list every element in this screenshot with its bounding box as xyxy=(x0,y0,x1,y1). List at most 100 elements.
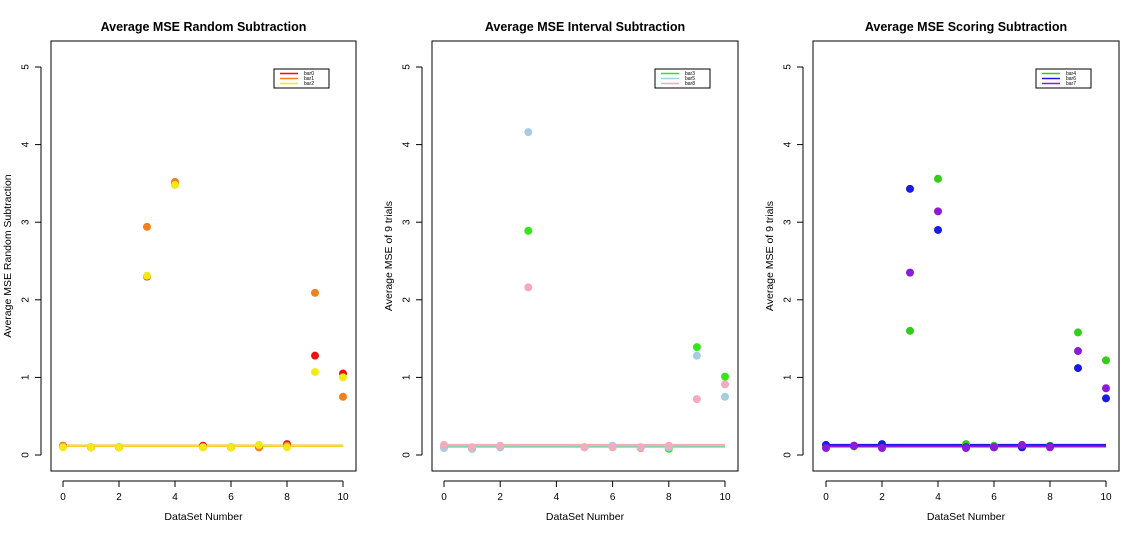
data-point-bar8 xyxy=(636,443,645,452)
data-point-bar7 xyxy=(962,444,970,453)
y-tick-label: 4 xyxy=(783,141,794,147)
data-point-bar8 xyxy=(468,443,477,452)
x-tick-label: 4 xyxy=(554,492,560,503)
data-point-bar7 xyxy=(906,268,914,277)
chart-panel-2: Average MSE Scoring Subtraction DataSet N… xyxy=(764,20,1120,523)
y-tick-label: 5 xyxy=(402,64,413,70)
y-tick-label: 0 xyxy=(783,452,794,458)
data-point-bar4 xyxy=(1074,328,1082,337)
chart-title: Average MSE Interval Subtraction xyxy=(485,20,685,34)
x-tick-label: 4 xyxy=(935,492,941,503)
data-point-bar2 xyxy=(87,443,95,452)
data-point-bar8 xyxy=(440,440,448,449)
x-tick-label: 10 xyxy=(1100,492,1112,503)
data-point-bar7 xyxy=(934,207,942,216)
y-tick-label: 2 xyxy=(402,297,413,303)
y-tick-label: 3 xyxy=(783,219,794,225)
legend-label-bar8: bar8 xyxy=(685,81,695,87)
x-axis-label: DataSet Number xyxy=(546,511,625,523)
data-point-bar8 xyxy=(721,380,729,389)
data-point-bar2 xyxy=(311,367,319,376)
data-point-bar7 xyxy=(1046,443,1054,452)
legend-label-bar6: bar6 xyxy=(1066,76,1076,82)
chart-title: Average MSE Scoring Subtraction xyxy=(865,20,1067,34)
x-axis-label: DataSet Number xyxy=(164,511,243,523)
y-tick-label: 4 xyxy=(21,141,32,147)
plot-frame xyxy=(431,40,739,472)
x-tick-label: 4 xyxy=(172,492,178,503)
y-tick-label: 5 xyxy=(21,64,32,70)
data-point-bar7 xyxy=(1102,384,1110,393)
legend-label-bar0: bar0 xyxy=(304,71,314,77)
chart-title: Average MSE Random Subtraction xyxy=(101,20,307,34)
x-tick-label: 2 xyxy=(497,492,503,503)
y-tick-label: 0 xyxy=(402,452,413,458)
x-tick-label: 10 xyxy=(337,492,349,503)
x-axis-label: DataSet Number xyxy=(927,511,1006,523)
plot-frame xyxy=(812,40,1120,472)
data-point-bar4 xyxy=(1102,356,1110,365)
data-point-bar2 xyxy=(283,443,291,452)
data-point-bar7 xyxy=(822,444,830,453)
data-point-bar7 xyxy=(850,441,858,450)
data-point-bar1 xyxy=(311,288,319,297)
legend-label-bar3: bar3 xyxy=(685,71,695,77)
y-axis-label: Average MSE of 9 trials xyxy=(764,201,776,311)
y-tick-label: 1 xyxy=(783,374,794,380)
data-point-bar2 xyxy=(59,443,67,452)
y-tick-label: 3 xyxy=(402,219,413,225)
legend-label-bar2: bar2 xyxy=(304,81,314,87)
data-point-bar8 xyxy=(580,443,589,452)
x-tick-label: 2 xyxy=(116,492,122,503)
data-point-bar0 xyxy=(311,351,319,360)
data-point-bar2 xyxy=(227,443,235,452)
data-point-bar8 xyxy=(524,283,533,292)
legend-label-bar5: bar5 xyxy=(685,76,695,82)
x-tick-label: 10 xyxy=(719,492,731,503)
x-tick-label: 0 xyxy=(441,492,447,503)
data-point-bar5 xyxy=(721,392,729,401)
legend-label-bar4: bar4 xyxy=(1066,71,1076,77)
data-point-bar3 xyxy=(524,226,533,235)
data-point-bar8 xyxy=(664,441,673,450)
legend-label-bar1: bar1 xyxy=(304,76,314,82)
x-tick-label: 6 xyxy=(991,492,997,503)
data-point-bar1 xyxy=(143,222,151,231)
data-point-bar7 xyxy=(878,444,886,453)
plot-frame xyxy=(50,40,357,472)
y-axis-label: Average MSE Random Subtraction xyxy=(2,174,14,337)
y-tick-label: 2 xyxy=(21,297,32,303)
data-point-bar7 xyxy=(1074,347,1082,356)
data-point-bar2 xyxy=(199,443,207,452)
data-point-bar6 xyxy=(934,225,942,234)
y-tick-label: 2 xyxy=(783,297,794,303)
data-point-bar6 xyxy=(1102,394,1110,403)
legend-label-bar7: bar7 xyxy=(1066,81,1076,87)
data-point-bar6 xyxy=(906,184,914,193)
data-point-bar8 xyxy=(608,443,617,452)
data-point-bar2 xyxy=(115,443,123,452)
y-tick-label: 5 xyxy=(783,64,794,70)
y-tick-label: 3 xyxy=(21,219,32,225)
data-point-bar3 xyxy=(721,372,729,381)
data-point-bar2 xyxy=(171,180,179,189)
data-point-bar5 xyxy=(692,351,701,360)
chart-panel-0: Average MSE Random Subtraction DataSet Nu… xyxy=(2,20,357,523)
x-tick-label: 2 xyxy=(879,492,885,503)
data-point-bar8 xyxy=(692,395,701,404)
data-point-bar8 xyxy=(496,441,505,450)
data-point-bar2 xyxy=(255,440,263,449)
x-tick-label: 0 xyxy=(60,492,66,503)
data-point-bar1 xyxy=(339,392,347,401)
x-tick-label: 6 xyxy=(610,492,616,503)
data-point-bar7 xyxy=(990,443,998,452)
data-point-bar3 xyxy=(692,343,701,352)
x-tick-label: 0 xyxy=(823,492,829,503)
y-axis-label: Average MSE of 9 trials xyxy=(383,201,395,311)
y-tick-label: 1 xyxy=(402,374,413,380)
data-point-bar7 xyxy=(1018,440,1026,449)
x-tick-label: 8 xyxy=(666,492,672,503)
